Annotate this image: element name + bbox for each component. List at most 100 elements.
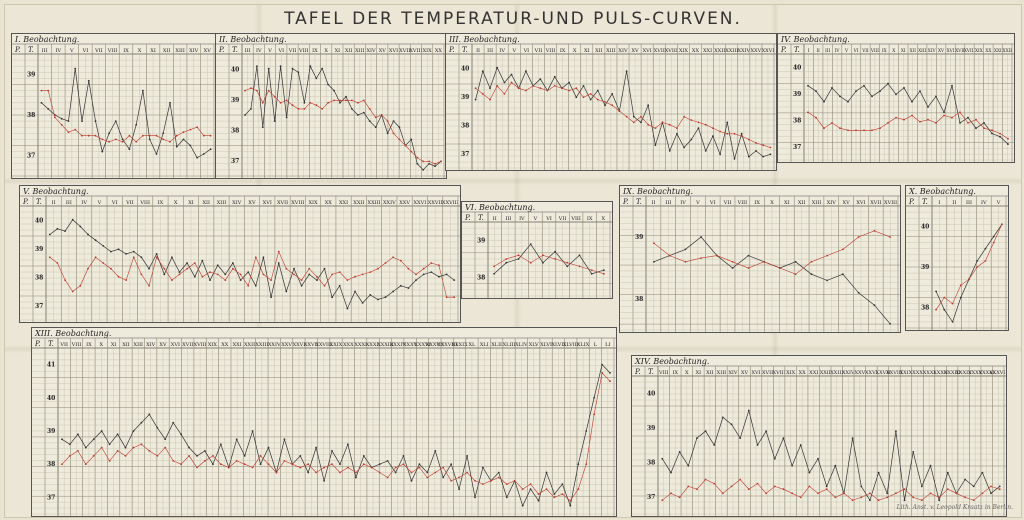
pulse-point <box>976 260 979 262</box>
pulse-point <box>493 272 495 275</box>
temperature-point <box>415 273 417 276</box>
temperature-point <box>967 122 969 124</box>
day-label: VIII <box>107 48 118 54</box>
temperature-point <box>440 160 442 163</box>
temperature-tick-label: 40 <box>793 64 801 71</box>
pulse-point <box>315 446 317 449</box>
temperature-point <box>250 87 252 90</box>
temperature-tick-label: 38 <box>647 459 655 466</box>
pulse-point <box>219 443 222 446</box>
pulse-point <box>791 464 793 467</box>
day-label: XXXVII <box>426 342 444 348</box>
day-label: VI <box>853 49 859 54</box>
day-label: XI <box>188 200 194 206</box>
temperature-tick-label: 37 <box>793 144 801 151</box>
pulse-point <box>169 101 171 104</box>
temperature-point <box>765 492 767 495</box>
pulse-point <box>256 65 258 68</box>
column-p-label: P. <box>14 46 21 54</box>
day-label: II <box>493 216 497 222</box>
day-label: XIII <box>812 200 822 206</box>
day-label: XLVIII <box>563 342 579 348</box>
temperature-point <box>808 485 811 488</box>
temperature-point <box>554 258 556 260</box>
pulse-point <box>308 273 311 276</box>
temperature-point <box>108 140 110 143</box>
temperature-tick-label: 38 <box>35 274 43 281</box>
temperature-point <box>968 278 970 281</box>
day-label: VIII <box>870 49 879 54</box>
pulse-point <box>589 98 592 101</box>
temperature-point <box>668 254 671 257</box>
temperature-point <box>951 302 954 305</box>
pulse-point <box>434 450 437 452</box>
pulse-point <box>577 463 580 466</box>
day-label: XXI <box>233 342 242 348</box>
day-label: XVI <box>389 48 398 54</box>
day-label: VII <box>861 49 869 54</box>
temperature-point <box>815 116 817 119</box>
temperature-point <box>755 142 757 144</box>
pulse-point <box>171 256 173 259</box>
day-label: XXVII <box>304 342 319 348</box>
pulse-point <box>529 243 532 246</box>
temperature-point <box>545 488 548 490</box>
temperature-point <box>877 499 880 502</box>
day-label: XIII <box>134 342 144 348</box>
day-label: V <box>511 48 516 54</box>
temperature-point <box>224 279 227 281</box>
temperature-point <box>94 256 97 259</box>
pulse-point <box>747 155 750 158</box>
temperature-point <box>108 460 111 462</box>
temperature-point <box>609 380 611 383</box>
pulse-point <box>773 457 776 460</box>
pulse-point <box>935 290 937 293</box>
pulse-point <box>529 488 532 490</box>
temperature-point <box>331 463 333 466</box>
temperature-point <box>48 256 51 259</box>
pulse-point <box>603 269 605 271</box>
pulse-point <box>755 150 757 152</box>
temperature-point <box>392 132 395 135</box>
pulse-point <box>445 273 448 276</box>
day-label: XXI <box>994 49 1002 54</box>
pulse-point <box>661 457 664 460</box>
pulse-point <box>142 89 144 92</box>
temperature-point <box>976 266 979 268</box>
day-label: XL <box>468 342 476 348</box>
panel-title: I. Beobachtung. <box>15 35 80 44</box>
day-label: VIII <box>658 370 669 376</box>
temperature-point <box>503 93 506 95</box>
pulse-point <box>834 464 837 467</box>
temperature-tick-label: 37 <box>231 158 239 165</box>
pulse-point <box>172 421 175 424</box>
day-label: XVII <box>182 342 193 348</box>
temperature-point <box>297 108 300 110</box>
temperature-point <box>117 275 120 278</box>
temperature-point <box>981 492 984 495</box>
pulse-point <box>756 444 759 446</box>
column-t-label: T. <box>36 198 42 206</box>
temperature-point <box>247 284 250 287</box>
day-label: XXXV <box>403 342 418 348</box>
day-label: XLI <box>480 342 489 348</box>
temperature-point <box>140 443 143 446</box>
pulse-point <box>877 471 880 474</box>
temperature-curve <box>49 250 455 298</box>
day-label: XVI <box>751 370 760 376</box>
temperature-point <box>277 250 280 253</box>
day-label: III <box>505 216 511 222</box>
day-label: XXXI <box>923 370 936 376</box>
pulse-point <box>739 437 742 439</box>
day-label: XI <box>335 48 341 54</box>
day-label: XI <box>696 370 702 376</box>
pulse-point <box>919 90 921 92</box>
day-label: IV <box>835 49 841 54</box>
temperature-point <box>847 129 849 132</box>
temperature-point <box>202 134 205 137</box>
temperature-point <box>92 455 95 457</box>
pulse-point <box>889 322 891 325</box>
pulse-point <box>647 104 650 107</box>
day-label: XLV <box>529 342 539 348</box>
temperature-tick-label: 37 <box>461 151 469 158</box>
